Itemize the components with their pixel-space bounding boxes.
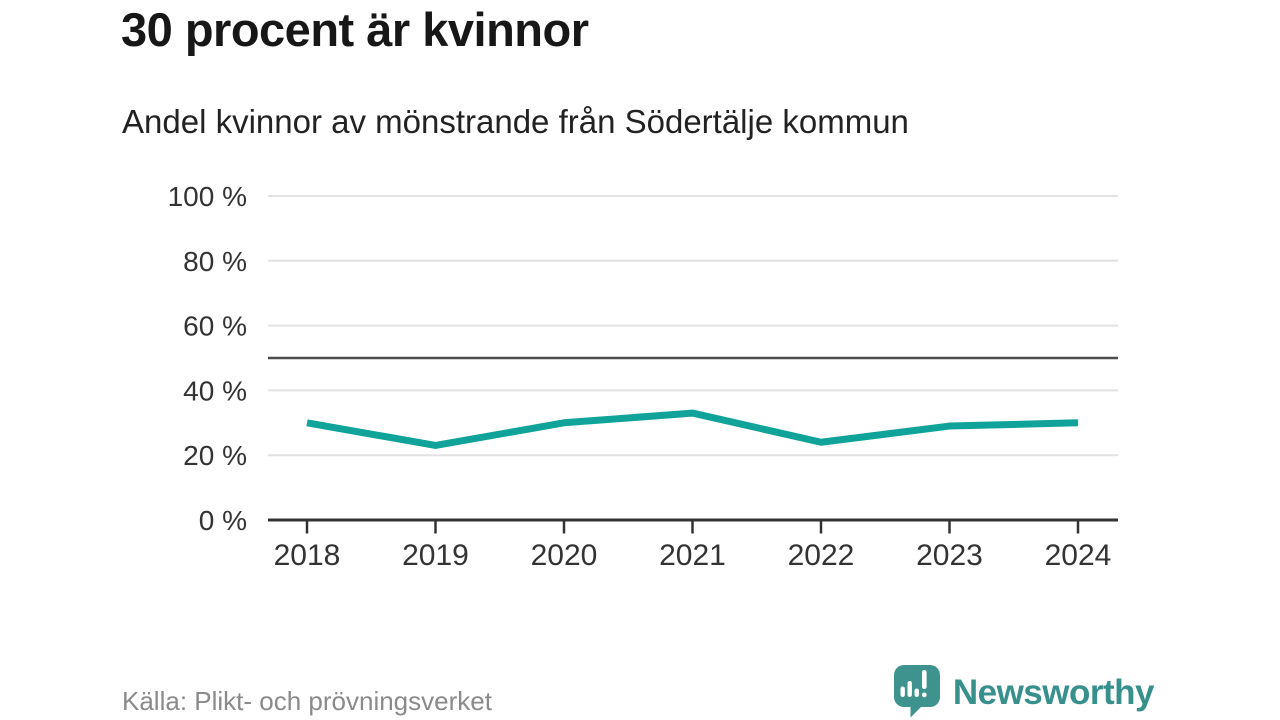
chart-subtitle: Andel kvinnor av mönstrande från Södertä… — [122, 103, 909, 140]
data-line — [306, 409, 1079, 449]
line-chart-plot: 0 % 20 % 40 % 60 % 80 % 100 % 2018 2019 2020 2021… — [168, 181, 1118, 572]
source-note: Källa: Plikt- och prövningsverket — [122, 686, 492, 716]
x-tick-label: 2019 — [402, 539, 469, 572]
y-tick-label: 100 % — [168, 181, 247, 212]
x-tick-label: 2020 — [531, 539, 598, 572]
brand-wordmark: Newsworthy — [952, 673, 1155, 712]
x-tick-label: 2024 — [1045, 539, 1112, 572]
y-tick-label: 60 % — [183, 311, 247, 342]
brand-lockup: Newsworthy — [891, 663, 1155, 720]
x-tick-label: 2018 — [274, 539, 341, 572]
y-tick-label: 40 % — [183, 375, 247, 406]
x-tick-label: 2023 — [916, 539, 983, 572]
y-tick-label: 0 % — [199, 505, 247, 536]
y-tick-label: 80 % — [183, 246, 247, 277]
x-tick-label: 2021 — [659, 539, 726, 572]
x-tick-label: 2022 — [788, 539, 855, 572]
newsworthy-logo-icon — [891, 663, 944, 720]
chart-title: 30 procent är kvinnor — [121, 3, 589, 56]
y-tick-label: 20 % — [183, 440, 247, 471]
